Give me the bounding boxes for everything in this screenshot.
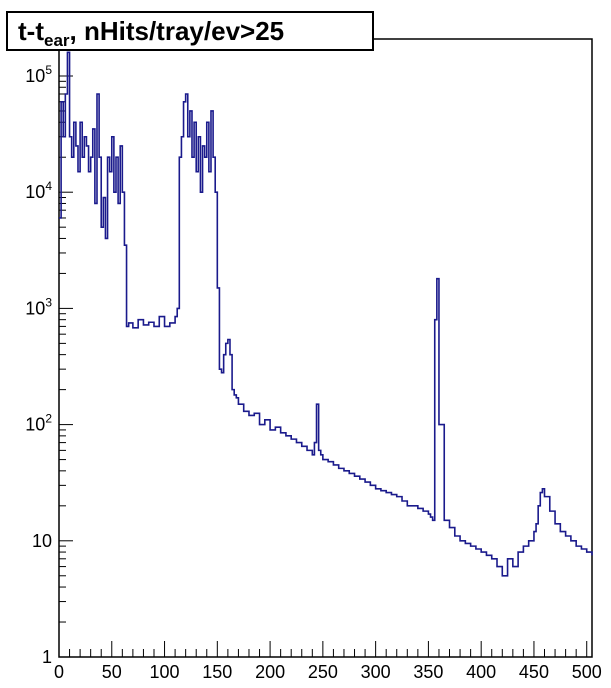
y-tick-exponent: 3 [45,295,52,309]
y-tick-label: 105 [25,63,52,86]
x-tick-label: 500 [572,662,602,682]
y-tick-label: 104 [25,179,52,202]
y-tick-base: 10 [32,531,52,551]
x-tick-label: 300 [361,662,391,682]
y-tick-label: 10 [32,531,52,551]
x-tick-label: 200 [255,662,285,682]
y-tick-base: 10 [25,415,45,435]
title-main: t-t [18,16,44,46]
x-tick-label: 0 [54,662,64,682]
y-tick-label: 1 [42,647,52,667]
histogram-line [59,51,593,577]
x-tick-label: 400 [466,662,496,682]
y-tick-base: 1 [42,647,52,667]
title-rest: , nHits/tray/ev>25 [69,16,285,46]
title-sub: ear [43,31,70,51]
x-tick-label: 150 [202,662,232,682]
y-tick-label: 102 [25,412,52,435]
x-tick-label: 50 [102,662,122,682]
y-tick-label: 103 [25,295,52,318]
y-tick-exponent: 4 [45,179,52,193]
chart-title: t-tear, nHits/tray/ev>25 [6,11,374,51]
y-tick-base: 10 [25,182,45,202]
x-tick-label: 100 [150,662,180,682]
y-tick-base: 10 [25,298,45,318]
y-tick-exponent: 5 [45,63,52,77]
x-tick-label: 350 [413,662,443,682]
y-tick-exponent: 2 [45,412,52,426]
y-tick-base: 10 [25,66,45,86]
x-tick-label: 250 [308,662,338,682]
plot-frame [58,38,593,658]
x-tick-label: 450 [519,662,549,682]
x-axis: 0 50 100 150 200 250 300 350 400 450 500 [54,641,602,682]
